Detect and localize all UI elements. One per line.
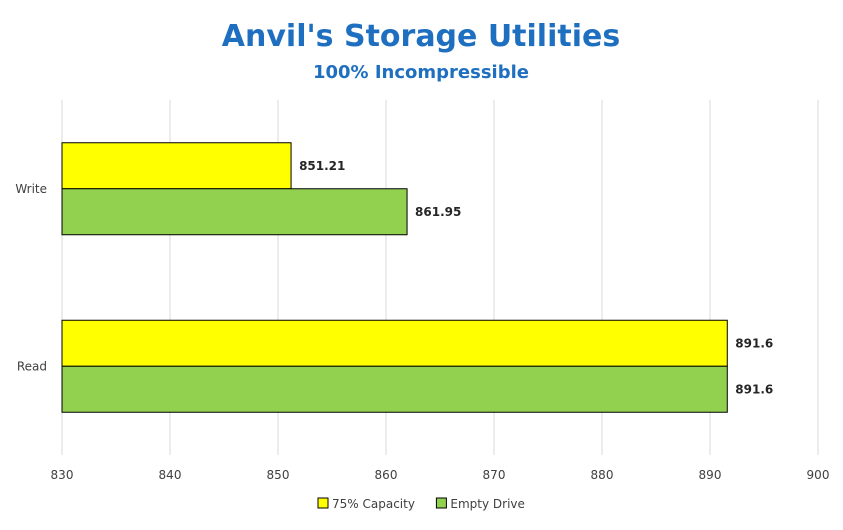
x-tick-label: 830 <box>51 468 74 482</box>
legend-swatch <box>317 497 329 509</box>
category-label: Write <box>15 182 47 196</box>
x-tick-label: 840 <box>159 468 182 482</box>
legend-label: Empty Drive <box>450 497 525 511</box>
x-tick-label: 880 <box>591 468 614 482</box>
x-tick-label: 890 <box>699 468 722 482</box>
data-label: 861.95 <box>415 205 461 219</box>
x-tick-label: 870 <box>483 468 506 482</box>
chart-title: Anvil's Storage Utilities <box>222 19 620 54</box>
legend-label: 75% Capacity <box>332 497 415 511</box>
legend: 75% Capacity Empty Drive <box>317 497 525 511</box>
x-tick-label: 860 <box>375 468 398 482</box>
data-label: 891.6 <box>735 336 773 350</box>
legend-swatch <box>435 497 447 509</box>
bar <box>61 188 408 236</box>
bar <box>61 142 292 190</box>
data-label: 851.21 <box>299 159 345 173</box>
x-tick-label: 900 <box>807 468 830 482</box>
x-axis-tick-labels: 830 840 850 860 870 880 890 900 <box>51 468 830 482</box>
bar <box>61 319 728 367</box>
data-label: 891.6 <box>735 382 773 396</box>
x-tick-label: 850 <box>267 468 290 482</box>
category-labels: Write Read <box>15 182 47 374</box>
category-label: Read <box>17 359 47 373</box>
bars: 851.21 861.95 891.6 891.6 <box>61 142 773 413</box>
bar <box>61 365 728 413</box>
chart-subtitle: 100% Incompressible <box>313 62 529 83</box>
